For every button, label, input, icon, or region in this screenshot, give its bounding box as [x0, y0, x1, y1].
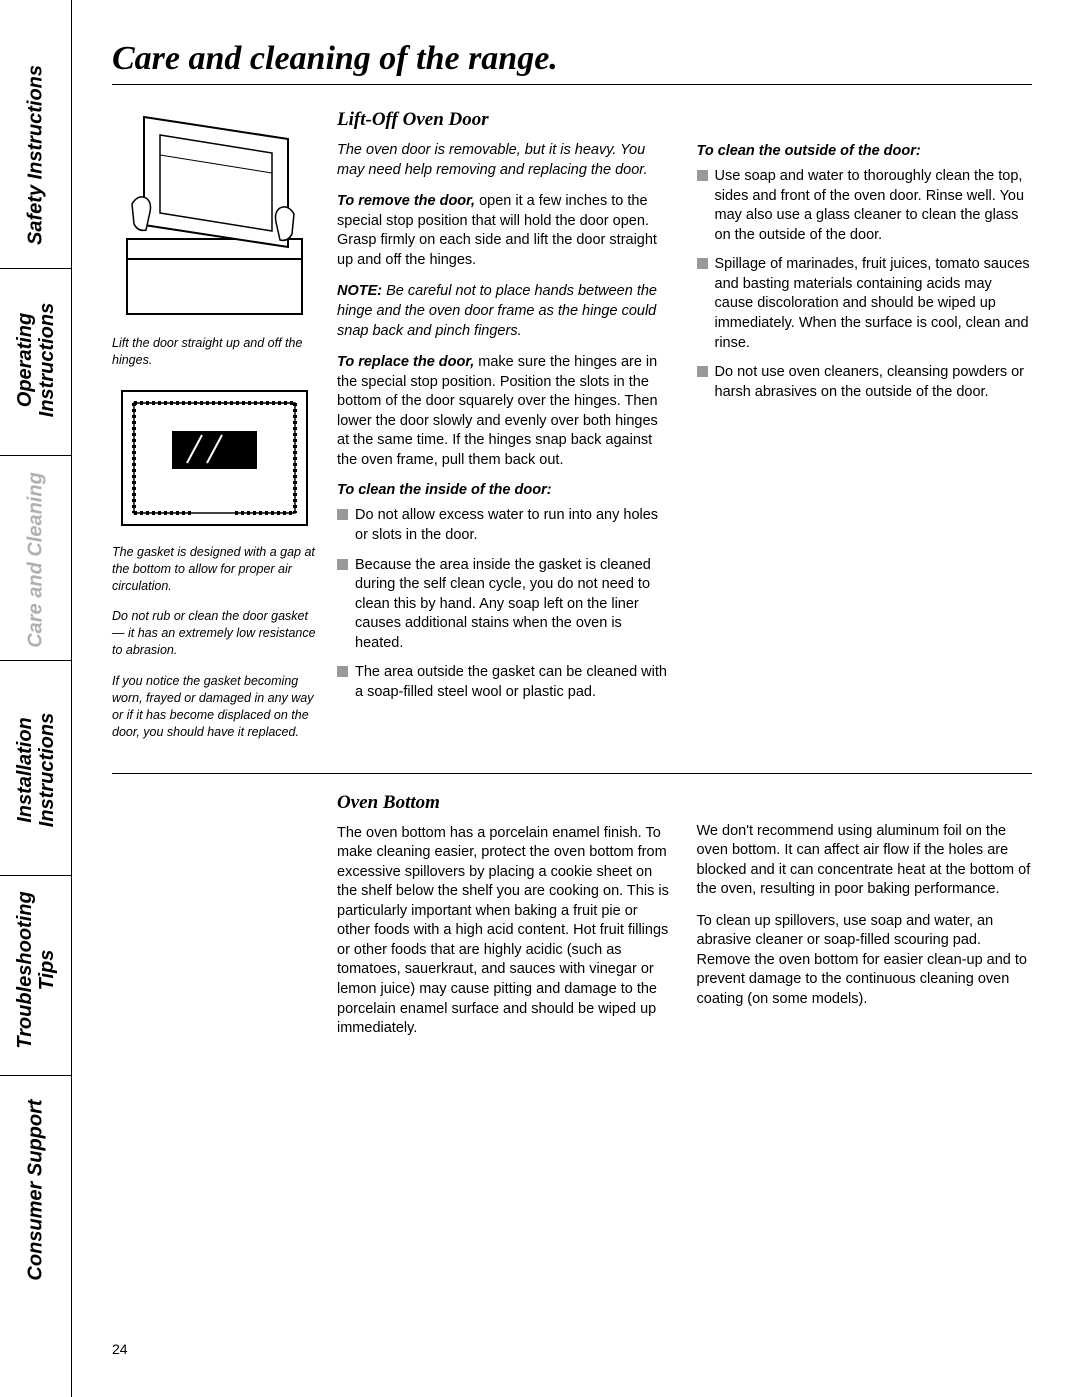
title-rule: [112, 84, 1032, 85]
figure-gasket: [112, 383, 317, 533]
section-oven-bottom: Oven Bottom The oven bottom has a porcel…: [112, 792, 1032, 1051]
list-clean-outside: Use soap and water to thoroughly clean t…: [697, 167, 1033, 402]
tab-installation[interactable]: Installation Instructions: [14, 713, 58, 827]
page-title: Care and cleaning of the range.: [112, 40, 1032, 78]
list-item: Use soap and water to thoroughly clean t…: [697, 167, 1033, 245]
heading-oven-bottom: Oven Bottom: [337, 792, 673, 814]
subhead-clean-outside: To clean the outside of the door:: [697, 143, 1033, 159]
figure2-caption-1: The gasket is designed with a gap at the…: [112, 544, 317, 595]
para-intro: The oven door is removable, but it is he…: [337, 141, 673, 180]
tab-divider: [0, 1075, 71, 1076]
tab-troubleshooting[interactable]: Troubleshooting Tips: [14, 891, 58, 1048]
para-oven-bottom-3: To clean up spillovers, use soap and wat…: [697, 912, 1033, 1010]
figure-lift-door: [112, 109, 317, 324]
list-item: Spillage of marinades, fruit juices, tom…: [697, 255, 1033, 353]
list-item: Because the area inside the gasket is cl…: [337, 556, 673, 654]
section1-col1: Lift-Off Oven Door The oven door is remo…: [337, 109, 673, 755]
para-remove: To remove the door, open it a few inches…: [337, 192, 673, 270]
section1-col2: To clean the outside of the door: Use so…: [697, 109, 1033, 755]
tab-divider: [0, 660, 71, 661]
tab-divider: [0, 455, 71, 456]
figure2-caption-2: Do not rub or clean the door gasket— it …: [112, 608, 317, 659]
para-oven-bottom-1: The oven bottom has a porcelain enamel f…: [337, 824, 673, 1039]
section2-col2: We don't recommend using aluminum foil o…: [697, 792, 1033, 1051]
sidebar-tabs: Safety Instructions Operating Instructio…: [0, 0, 72, 1397]
figure1-caption: Lift the door straight up and off the hi…: [112, 335, 317, 369]
para-oven-bottom-2: We don't recommend using aluminum foil o…: [697, 822, 1033, 900]
list-clean-inside: Do not allow excess water to run into an…: [337, 506, 673, 702]
figure2-caption-3: If you notice the gasket becoming worn, …: [112, 673, 317, 741]
tab-safety[interactable]: Safety Instructions: [25, 65, 46, 245]
list-item: The area outside the gasket can be clean…: [337, 663, 673, 702]
section-lift-off-door: Lift the door straight up and off the hi…: [112, 109, 1032, 755]
tab-divider: [0, 268, 71, 269]
heading-lift-off: Lift-Off Oven Door: [337, 109, 673, 131]
list-item: Do not allow excess water to run into an…: [337, 506, 673, 545]
section-divider: [112, 773, 1032, 774]
page-number: 24: [112, 1341, 128, 1357]
list-item: Do not use oven cleaners, cleansing powd…: [697, 363, 1033, 402]
subhead-clean-inside: To clean the inside of the door:: [337, 482, 673, 498]
tab-operating[interactable]: Operating Instructions: [14, 303, 58, 417]
page-content: Care and cleaning of the range.: [72, 0, 1080, 1397]
para-replace: To replace the door, make sure the hinge…: [337, 353, 673, 470]
para-note: NOTE: Be careful not to place hands betw…: [337, 282, 673, 341]
tab-divider: [0, 875, 71, 876]
tab-consumer-support[interactable]: Consumer Support: [25, 1099, 46, 1280]
section2-col1: Oven Bottom The oven bottom has a porcel…: [337, 792, 673, 1051]
tab-care-cleaning[interactable]: Care and Cleaning: [25, 472, 46, 648]
